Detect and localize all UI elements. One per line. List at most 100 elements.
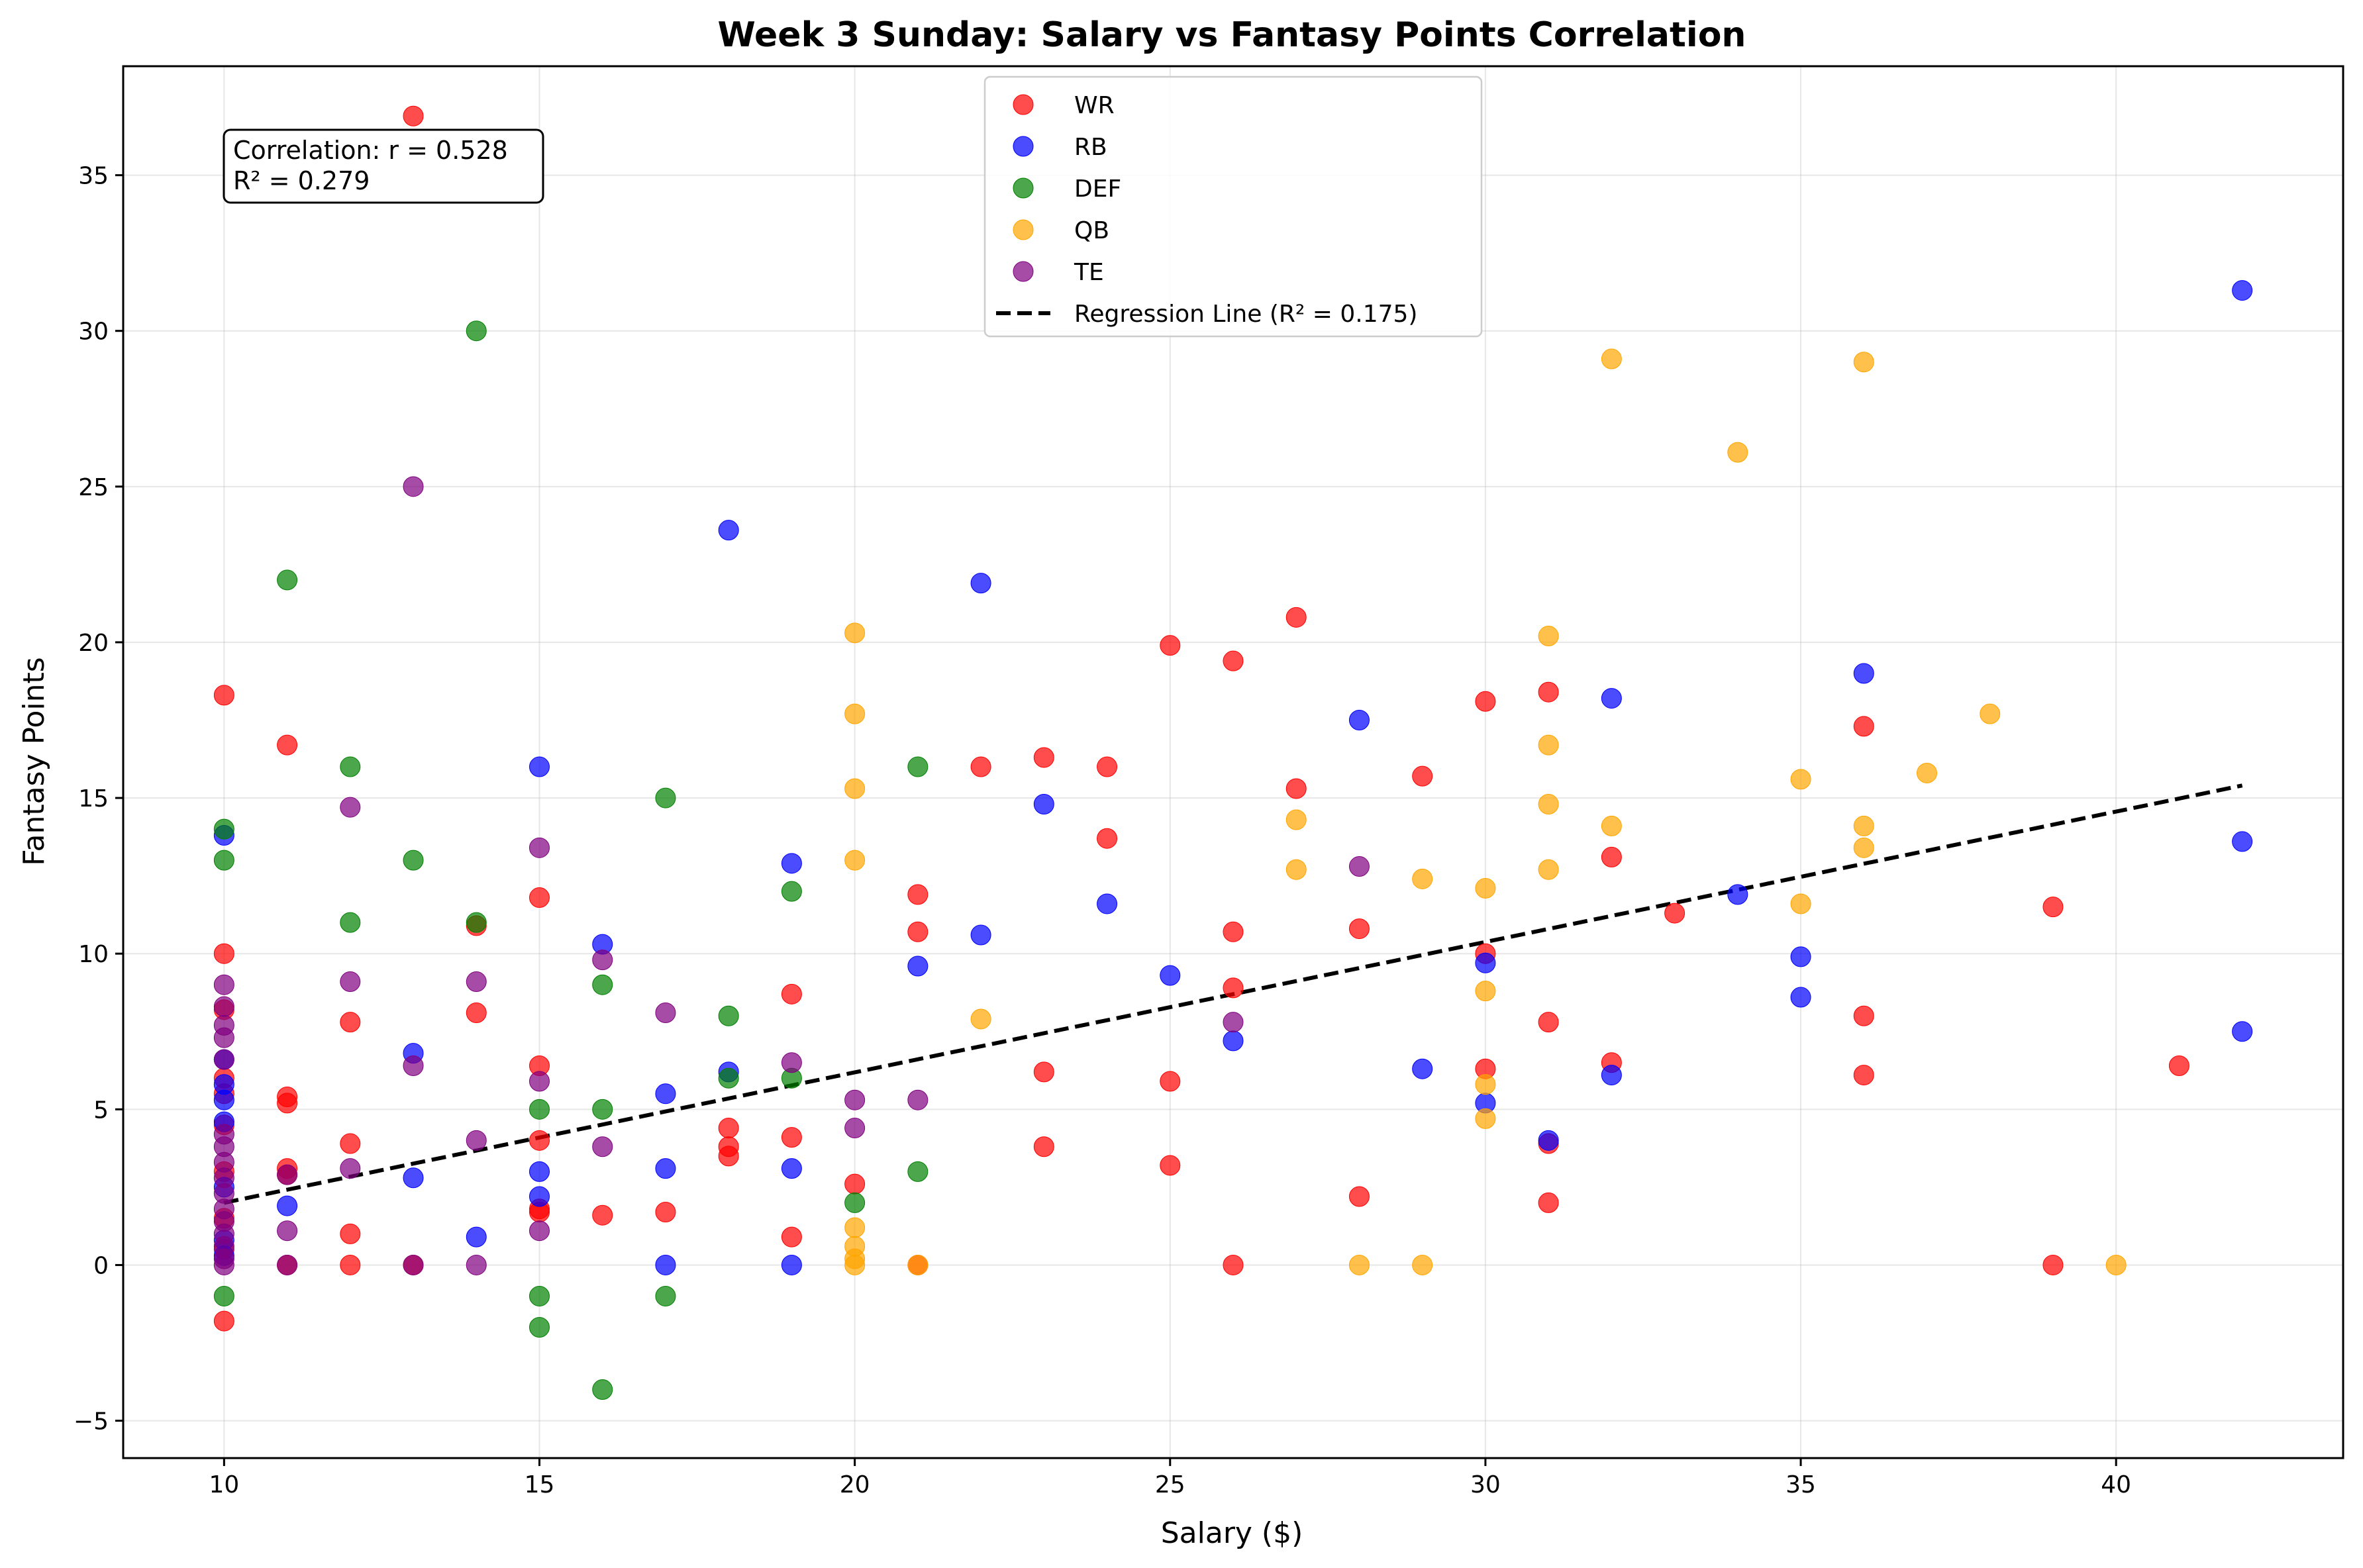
- data-point-wr: [1033, 1136, 1054, 1157]
- data-point-rb: [2232, 831, 2253, 852]
- x-tick-label: 35: [1785, 1471, 1816, 1498]
- data-point-qb: [1538, 734, 1559, 756]
- x-tick-label: 40: [2101, 1471, 2131, 1498]
- data-point-te: [907, 1089, 929, 1110]
- data-point-wr: [1538, 1192, 1559, 1213]
- data-point-rb: [1790, 946, 1811, 967]
- data-point-te: [529, 1071, 550, 1092]
- data-point-wr: [1285, 607, 1307, 628]
- data-point-qb: [1538, 626, 1559, 647]
- data-point-rb: [655, 1254, 676, 1275]
- data-point-wr: [340, 1012, 361, 1033]
- data-point-rb: [1601, 1065, 1622, 1086]
- data-point-def: [529, 1316, 550, 1338]
- legend: WR RB DEF QB TE Regression Line (R² = 0.175): [983, 75, 1483, 338]
- data-point-rb: [466, 1226, 487, 1248]
- legend-marker-def: [1013, 177, 1034, 199]
- data-point-rb: [1348, 710, 1370, 731]
- y-tick-label: 5: [93, 1097, 109, 1124]
- data-point-te: [1223, 1012, 1244, 1033]
- legend-label-regression: Regression Line (R² = 0.175): [1074, 301, 1417, 328]
- data-point-te: [781, 1052, 802, 1073]
- data-point-qb: [1601, 348, 1622, 369]
- legend-marker-wr: [1013, 94, 1034, 115]
- data-point-qb: [1475, 1108, 1496, 1129]
- data-point-qb: [970, 1008, 991, 1030]
- data-point-def: [340, 756, 361, 777]
- data-point-te: [403, 1055, 424, 1076]
- legend-marker-te: [1013, 261, 1034, 282]
- data-point-te: [277, 1220, 298, 1242]
- data-point-rb: [2232, 1021, 2253, 1042]
- data-point-rb: [1727, 884, 1748, 905]
- data-point-te: [340, 797, 361, 818]
- x-tick-label: 20: [840, 1471, 870, 1498]
- data-point-qb: [1853, 352, 1874, 373]
- data-point-qb: [1917, 762, 1937, 783]
- data-point-wr: [213, 943, 234, 964]
- data-point-rb: [1601, 688, 1622, 709]
- data-point-wr: [1538, 681, 1559, 703]
- data-point-def: [529, 1285, 550, 1306]
- data-point-wr: [1853, 1065, 1874, 1086]
- data-point-te: [213, 1027, 234, 1048]
- data-point-wr: [1223, 921, 1244, 942]
- data-point-wr: [340, 1133, 361, 1154]
- data-point-wr: [1285, 778, 1307, 799]
- data-point-te: [844, 1089, 866, 1110]
- data-point-rb: [529, 1186, 550, 1207]
- data-point-te: [592, 1136, 613, 1157]
- data-point-qb: [1475, 1074, 1496, 1095]
- annotation-correlation: Correlation: r = 0.528: [233, 136, 508, 165]
- data-point-te: [1348, 856, 1370, 877]
- data-point-qb: [1980, 703, 2001, 724]
- data-point-rb: [781, 1158, 802, 1179]
- x-axis-label: Salary ($): [1161, 1516, 1303, 1550]
- y-tick-label: 25: [78, 474, 109, 501]
- annotation-box: [223, 128, 544, 204]
- data-point-rb: [529, 1161, 550, 1182]
- data-point-def: [466, 912, 487, 933]
- data-point-rb: [1412, 1058, 1433, 1079]
- data-point-qb: [844, 850, 866, 871]
- x-tick-label: 25: [1155, 1471, 1185, 1498]
- data-point-wr: [1475, 691, 1496, 712]
- y-tick-label: 35: [78, 163, 109, 190]
- data-point-te: [213, 974, 234, 995]
- legend-label-te: TE: [1074, 259, 1104, 286]
- data-point-def: [907, 1161, 929, 1182]
- y-axis-label: Fantasy Points: [17, 657, 51, 865]
- data-point-te: [213, 1254, 234, 1275]
- y-tick-label: 0: [93, 1252, 109, 1279]
- data-point-def: [529, 1099, 550, 1120]
- data-point-def: [403, 850, 424, 871]
- data-point-wr: [1223, 650, 1244, 671]
- data-point-qb: [1475, 981, 1496, 1002]
- data-point-qb: [844, 1254, 866, 1275]
- data-point-rb: [1853, 663, 1874, 684]
- data-point-def: [781, 881, 802, 902]
- data-point-wr: [213, 1310, 234, 1332]
- data-point-te: [340, 971, 361, 993]
- data-point-wr: [340, 1223, 361, 1244]
- data-point-qb: [1853, 837, 1874, 858]
- data-point-te: [529, 837, 550, 858]
- data-point-wr: [277, 734, 298, 756]
- data-point-wr: [1348, 1186, 1370, 1207]
- data-point-wr: [592, 1204, 613, 1226]
- legend-label-qb: QB: [1074, 217, 1109, 244]
- chart-title: Week 3 Sunday: Salary vs Fantasy Points …: [718, 15, 1746, 55]
- data-point-wr: [1601, 846, 1622, 867]
- data-point-qb: [1285, 859, 1307, 880]
- data-point-wr: [1160, 1071, 1181, 1092]
- data-point-def: [655, 787, 676, 808]
- data-point-wr: [1412, 765, 1433, 787]
- data-point-rb: [529, 756, 550, 777]
- data-point-rb: [781, 1254, 802, 1275]
- data-point-qb: [907, 1254, 929, 1275]
- data-point-rb: [655, 1158, 676, 1179]
- data-point-te: [277, 1254, 298, 1275]
- data-point-te: [213, 996, 234, 1017]
- data-point-def: [718, 1005, 739, 1026]
- data-point-qb: [844, 622, 866, 644]
